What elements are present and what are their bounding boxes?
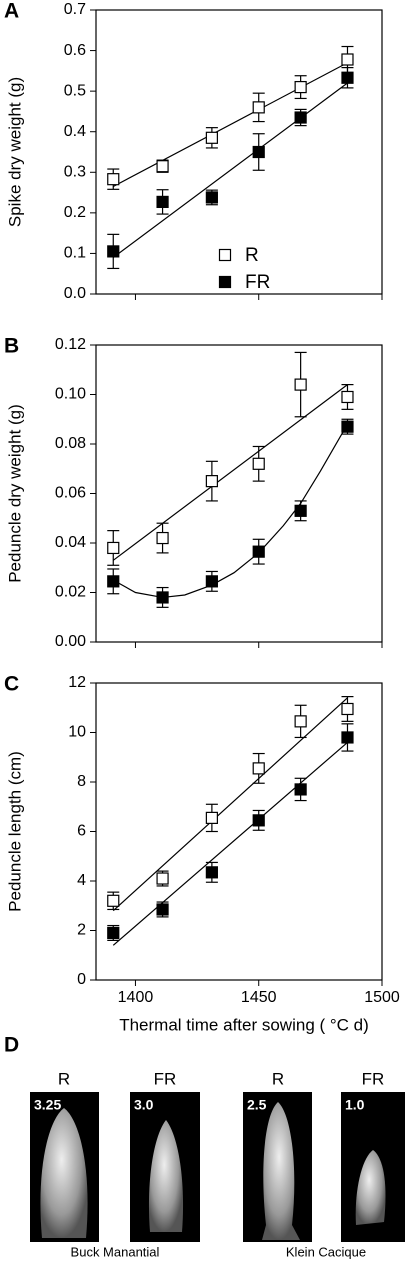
image-score: 3.25 (34, 1097, 61, 1113)
x-tick-label: 1400 (118, 989, 154, 1006)
panel-label: B (4, 335, 19, 358)
panel-label: C (4, 673, 19, 696)
fit-line (112, 741, 348, 946)
y-tick-label: 0.0 (64, 285, 86, 302)
data-point (205, 475, 218, 488)
data-point (294, 504, 307, 517)
data-point (341, 702, 354, 716)
data-point (341, 731, 354, 744)
x-axis-label: Thermal time after sowing ( °C d) (119, 1015, 369, 1034)
y-tick-label: 0.7 (64, 1, 86, 18)
legend-marker (218, 275, 232, 289)
x-tick-label: 1450 (241, 989, 277, 1006)
fit-line (112, 697, 348, 912)
y-axis-label: Spike dry weight (g) (5, 77, 24, 227)
data-point (107, 541, 120, 555)
fit-line (112, 82, 348, 258)
image-label: R (272, 1069, 284, 1088)
data-point (341, 420, 354, 433)
y-tick-label: 0.04 (55, 534, 86, 551)
data-point (294, 378, 307, 391)
y-tick-label: 10 (68, 724, 86, 741)
spike-shape (148, 1120, 184, 1232)
y-tick-label: 0.6 (64, 42, 86, 59)
plot-frame (95, 682, 383, 981)
fit-line (112, 62, 348, 188)
data-point (341, 71, 354, 84)
y-tick-label: 2 (77, 922, 86, 939)
y-tick-label: 0 (77, 971, 86, 988)
data-point (294, 80, 307, 94)
image-label: FR (362, 1069, 385, 1088)
y-axis-label: Peduncle dry weight (g) (5, 404, 24, 583)
image-score: 2.5 (247, 1097, 267, 1113)
y-tick-label: 0.3 (64, 164, 86, 181)
data-point (205, 866, 218, 879)
cultivar-label: Klein Cacique (286, 1244, 366, 1259)
data-point (252, 545, 265, 558)
cultivar-label: Buck Manantial (71, 1244, 160, 1259)
y-tick-label: 0.02 (55, 584, 86, 601)
data-point (107, 894, 120, 907)
y-tick-label: 4 (77, 872, 86, 889)
image-score: 3.0 (134, 1097, 154, 1113)
data-point (252, 762, 265, 775)
data-point (205, 811, 218, 824)
y-tick-label: 0.10 (55, 386, 86, 403)
data-point (156, 531, 169, 545)
plot-frame (95, 9, 383, 295)
data-point (156, 591, 169, 604)
legend-marker (218, 248, 232, 262)
data-point (205, 131, 218, 144)
y-tick-label: 0.5 (64, 82, 86, 99)
data-point (156, 195, 169, 209)
image-label: R (58, 1069, 70, 1088)
data-point (341, 390, 354, 404)
data-point (252, 457, 265, 470)
data-point (294, 111, 307, 124)
y-tick-label: 0.1 (64, 245, 86, 262)
data-point (156, 872, 169, 885)
plot-frame (95, 344, 383, 643)
data-point (252, 145, 265, 159)
y-tick-label: 0.2 (64, 204, 86, 221)
y-tick-label: 0.00 (55, 633, 86, 650)
y-tick-label: 0.08 (55, 435, 86, 452)
data-point (107, 173, 120, 186)
y-tick-label: 6 (77, 823, 86, 840)
y-tick-label: 8 (77, 773, 86, 790)
image-score: 1.0 (345, 1097, 365, 1113)
x-tick-label: 1500 (364, 989, 400, 1006)
data-point (156, 903, 169, 916)
spike-shape (355, 1150, 386, 1225)
spike-shape (40, 1108, 88, 1238)
image-label: FR (154, 1069, 177, 1088)
fit-line (112, 384, 348, 561)
legend-label: R (245, 245, 259, 266)
y-tick-label: 0.4 (64, 123, 86, 140)
data-point (156, 160, 169, 173)
data-point (107, 245, 120, 258)
data-point (205, 191, 218, 204)
legend-label: FR (245, 272, 270, 293)
y-tick-label: 12 (68, 674, 86, 691)
data-point (205, 575, 218, 588)
data-point (294, 783, 307, 796)
data-point (107, 575, 120, 588)
data-point (252, 814, 265, 827)
data-point (107, 926, 120, 940)
spike-shape (262, 1102, 300, 1240)
panel-label: A (4, 0, 19, 23)
fit-line (112, 423, 349, 599)
y-tick-label: 0.06 (55, 485, 86, 502)
data-point (252, 101, 265, 114)
panel-label: D (4, 1034, 19, 1057)
y-tick-label: 0.12 (55, 336, 86, 353)
y-axis-label: Peduncle length (cm) (5, 751, 24, 912)
data-point (341, 53, 354, 66)
data-point (294, 715, 307, 728)
